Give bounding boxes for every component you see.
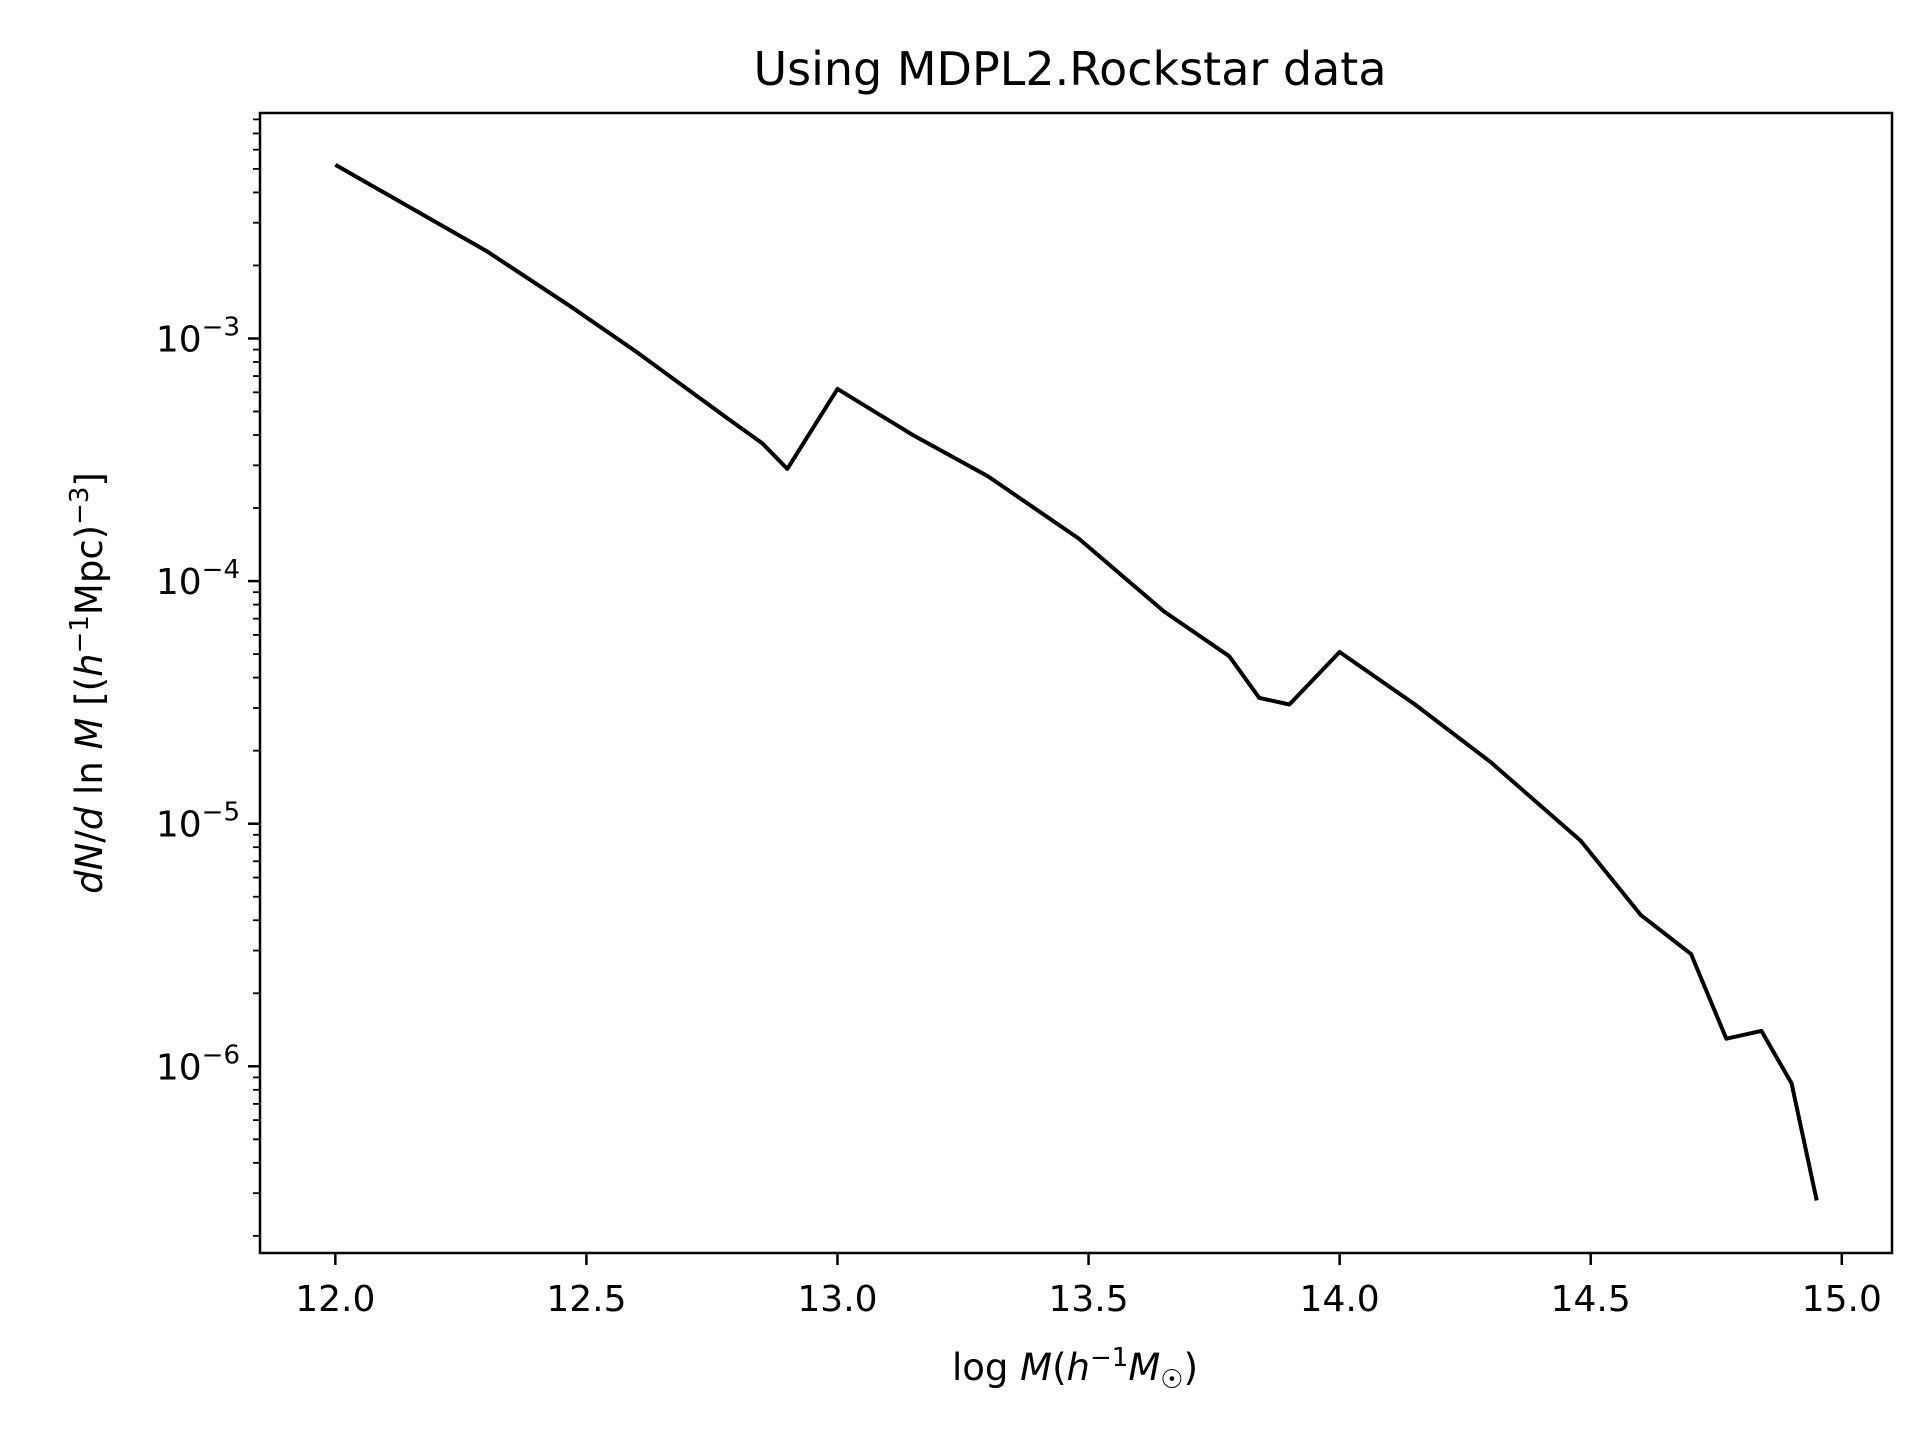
y-tick-label: 10−5 [156,798,240,846]
plot-area [334,163,1819,1201]
y-axis-label: dN/d ln M [(h−1Mpc)−3] [65,472,111,894]
x-tick-label: 13.5 [1048,1279,1128,1320]
axes-frame [258,111,1894,1255]
x-tick-label: 12.0 [295,1279,375,1320]
x-tick-label: 14.5 [1551,1279,1631,1320]
x-tick-label: 14.0 [1300,1279,1380,1320]
y-tick-label: 10−4 [156,555,240,603]
x-axis-label: log M(h−1M☉) [952,1343,1198,1395]
x-tick-label: 13.0 [797,1279,877,1320]
x-tick-label: 12.5 [546,1279,626,1320]
chart-title: Using MDPL2.Rockstar data [753,42,1386,96]
series-line [334,163,1819,1201]
y-axis: 10−3 10−4 10−5 10−6 [156,118,260,1237]
y-tick-label: 10−3 [156,312,240,360]
y-tick-label: 10−6 [156,1040,240,1088]
x-tick-label: 15.0 [1802,1279,1882,1320]
x-axis: 12.0 12.5 13.0 13.5 14.0 14.5 15.0 [295,1253,1882,1320]
